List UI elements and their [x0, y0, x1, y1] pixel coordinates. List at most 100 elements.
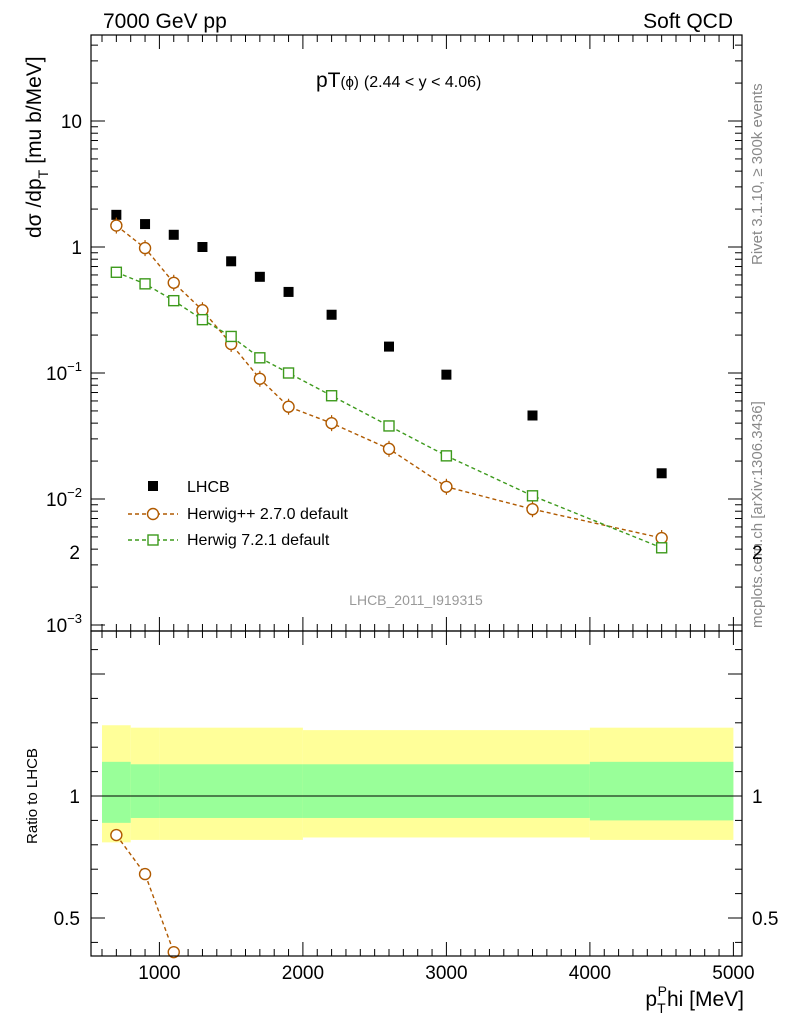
data-point-herwig7: [655, 542, 668, 554]
ratio-panel: 0.5 0.5 1 1 2 2 1000 2000 3000 4000 5000 Ratio to …: [24, 543, 778, 1016]
legend-label-herwig7: Herwig 7.2.1 default: [187, 532, 330, 549]
ratio-band-inner: [589, 761, 734, 821]
main-ytick-label-base: 10: [46, 364, 67, 385]
header-energy: 7000 GeV pp: [103, 10, 227, 33]
main-title: pT(ϕ) (2.44 < y < 4.06): [316, 69, 481, 92]
main-ytick-label-exp: −1: [67, 359, 82, 374]
legend: LHCB Herwig++ 2.7.0 default Herwig 7.2.1…: [128, 479, 349, 549]
main-ytick-label: 1: [71, 238, 82, 259]
main-title-pt: pT: [316, 69, 341, 92]
data-point-herwigpp: [110, 219, 123, 232]
data-point-lhcb: [226, 256, 237, 267]
ratio-xtick-label: 3000: [425, 963, 467, 984]
main-ytick-label-base: 10: [46, 490, 67, 511]
data-point-herwig7: [383, 420, 395, 432]
ratio-band-inner: [130, 764, 160, 818]
data-point-herwigpp: [440, 480, 453, 493]
legend-label-lhcb: LHCB: [187, 479, 230, 496]
data-point-herwigpp: [167, 276, 180, 289]
ratio-ytick-label: 1: [69, 787, 80, 808]
data-point-herwigpp: [282, 400, 295, 413]
side-mcplots-label: mcplots.cern.ch [arXiv:1306.3436]: [749, 401, 766, 628]
data-point-herwig7: [282, 367, 295, 379]
data-point-herwigpp: [382, 442, 396, 456]
ratio-band-inner: [102, 761, 131, 823]
ratio-ytick-label-right: 0.5: [752, 909, 778, 930]
main-ytick-label: 10−1: [46, 359, 82, 385]
data-point-herwig7: [168, 294, 180, 307]
main-ylabel-main: dσ /dp: [23, 178, 46, 238]
side-rivet-label: Rivet 3.1.10, ≥ 300k events: [749, 83, 766, 265]
ratio-series-line: [115, 834, 175, 953]
main-ylabel-unit: [mu b/MeV]: [23, 56, 46, 163]
data-point-lhcb: [168, 229, 179, 240]
data-point-herwigpp: [655, 531, 668, 545]
main-title-phi: (ϕ): [341, 74, 359, 91]
data-point-herwig7: [440, 450, 453, 462]
header-category: Soft QCD: [643, 10, 733, 33]
ratio-xtick-label: 1000: [138, 963, 180, 984]
ratio-xtick-label: 4000: [569, 963, 611, 984]
ratio-series: [110, 828, 180, 959]
ratio-xlabel-main: p: [645, 988, 657, 1011]
ratio-ytick-label-right: 2: [752, 543, 763, 564]
main-ylabel-sub: T: [35, 169, 51, 178]
ratio-axis-ticks: 0.5 0.5 1 1 2 2 1000 2000 3000 4000 5000: [54, 543, 779, 984]
ratio-xlabel-sup: P: [658, 983, 667, 999]
ratio-point-herwigpp: [110, 828, 123, 842]
data-point-herwigpp: [526, 502, 539, 516]
data-point-herwigpp: [325, 416, 338, 430]
legend-label-herwigpp: Herwig++ 2.7.0 default: [187, 506, 349, 523]
data-point-lhcb: [384, 341, 394, 352]
main-ytick-label-exp: −3: [67, 611, 82, 626]
data-point-herwig7: [325, 390, 338, 402]
ratio-bands: [102, 725, 734, 843]
ratio-ytick-label: 0.5: [54, 909, 80, 930]
ratio-xlabel-sub: T: [657, 1000, 666, 1016]
main-ytick-label-base: 10: [46, 616, 67, 637]
data-point-herwig7: [196, 313, 209, 326]
data-point-herwig7: [526, 490, 539, 502]
ratio-point-herwigpp: [138, 867, 152, 881]
data-point-lhcb: [197, 242, 208, 252]
data-point-lhcb: [441, 369, 452, 380]
main-title-range: (2.44 < y < 4.06): [364, 74, 481, 91]
ratio-point-herwigpp: [167, 945, 180, 959]
ratio-ylabel: Ratio to LHCB: [24, 748, 41, 844]
ratio-ytick-label-right: 1: [752, 787, 763, 808]
data-point-lhcb: [140, 219, 151, 230]
data-point-herwig7: [225, 330, 237, 343]
ratio-ytick-label: 2: [69, 543, 80, 564]
data-point-herwigpp: [138, 241, 152, 255]
main-ytick-label: 10: [61, 112, 82, 133]
data-point-lhcb: [326, 309, 337, 320]
legend-marker-herwigpp: [146, 507, 160, 521]
series-line: [115, 224, 662, 539]
data-point-herwigpp: [253, 372, 267, 385]
ratio-xtick-label: 5000: [712, 963, 754, 984]
legend-marker-herwig7: [147, 534, 159, 546]
main-series: [110, 209, 668, 554]
legend-marker-lhcb: [148, 481, 158, 491]
ratio-band-inner: [159, 764, 303, 818]
main-ylabel: dσ /dpT [mu b/MeV]: [23, 56, 51, 238]
data-point-lhcb: [254, 271, 265, 282]
data-point-lhcb: [656, 468, 667, 479]
ratio-band-inner: [302, 764, 590, 818]
data-point-lhcb: [283, 286, 294, 297]
data-point-herwig7: [139, 278, 151, 290]
analysis-label: LHCB_2011_I919315: [349, 592, 483, 608]
data-point-lhcb: [111, 209, 122, 220]
main-ytick-label: 10−3: [46, 611, 82, 637]
data-point-lhcb: [527, 410, 538, 421]
ratio-xlabel-rest: hi [MeV]: [667, 988, 744, 1011]
ratio-frame: [90, 630, 743, 957]
data-point-herwig7: [254, 352, 266, 364]
data-point-herwig7: [110, 266, 123, 278]
main-ytick-label-exp: −2: [67, 485, 82, 500]
main-ytick-label: 10−2: [46, 485, 82, 511]
ratio-xtick-label: 2000: [282, 963, 324, 984]
